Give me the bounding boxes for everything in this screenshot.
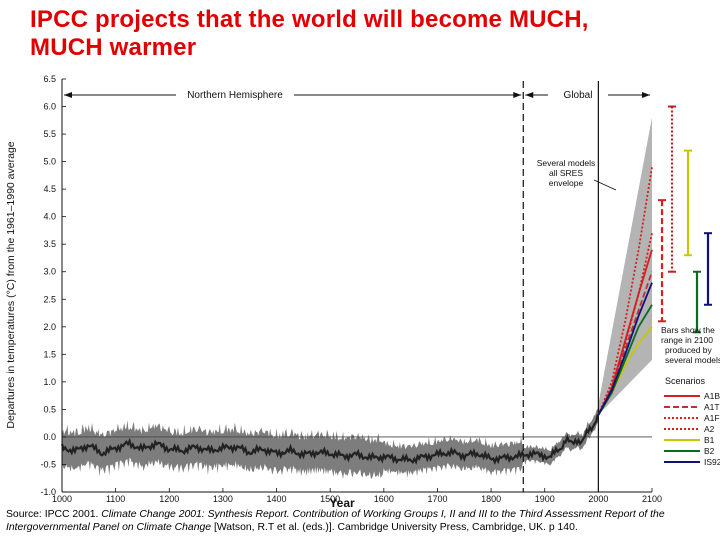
y-tick-label: -1.0 — [40, 487, 56, 497]
y-tick-label: 4.0 — [43, 212, 56, 222]
series-line-a1fi — [597, 166, 653, 416]
legend-label: A1B — [704, 391, 720, 401]
x-tick-label: 1500 — [320, 494, 340, 504]
y-tick-label: 6.0 — [43, 102, 56, 112]
region-arrowhead — [513, 92, 522, 98]
legend-label: A1T — [704, 402, 720, 412]
temperature-chart: -1.0 -0.5 0.0 0.5 1.0 1.5 2.0 2.5 3.0 3.5 4.0 4.5 5.… — [5, 74, 720, 510]
bars-note-line: Bars show the — [661, 325, 715, 335]
x-tick-label: 1900 — [535, 494, 555, 504]
legend-label: A2 — [704, 424, 715, 434]
bars-note-line: produced by — [665, 345, 713, 355]
x-tick-label: 2000 — [588, 494, 608, 504]
region-arrowhead — [642, 92, 650, 98]
envelope-label: Several models all SRES envelope — [537, 158, 596, 188]
y-tick-label: 0.5 — [43, 404, 56, 414]
region-arrowhead — [525, 92, 534, 98]
x-tick-label: 1000 — [52, 494, 72, 504]
y-tick-label: 0.0 — [43, 432, 56, 442]
y-tick-label: 1.0 — [43, 377, 56, 387]
model-envelope — [598, 117, 652, 415]
y-tick-label: 6.5 — [43, 74, 56, 84]
y-tick-label: -0.5 — [40, 459, 56, 469]
title-line-2: MUCH warmer — [30, 34, 197, 61]
envelope-label-line: all SRES — [549, 168, 583, 178]
legend-label: B1 — [704, 435, 715, 445]
x-tick-label: 1400 — [267, 494, 287, 504]
envelope-label-line: Several models — [537, 158, 596, 168]
y-tick-label: 5.5 — [43, 129, 56, 139]
envelope-label-line: envelope — [549, 178, 584, 188]
y-tick-label: 2.5 — [43, 294, 56, 304]
y-tick-label: 4.5 — [43, 184, 56, 194]
bars-note-line: several models — [665, 355, 720, 365]
y-tick-label: 3.0 — [43, 267, 56, 277]
x-tick-label: 1300 — [213, 494, 233, 504]
x-axis-label: Year — [329, 496, 355, 510]
legend-label: B2 — [704, 446, 715, 456]
legend-label: IS92a — [704, 457, 720, 467]
y-tick-label: 2.0 — [43, 322, 56, 332]
x-tick-label: 1700 — [427, 494, 447, 504]
envelope-pointer — [593, 179, 617, 191]
y-axis-label: Departures in temperatures (°C) from the… — [5, 141, 17, 428]
x-tick-label: 1100 — [106, 494, 125, 504]
series-line-is92a — [597, 282, 653, 416]
x-tick-label: 1200 — [159, 494, 179, 504]
bars-note-line: range in 2100 — [661, 335, 713, 345]
source-title: Climate Change 2001: Synthesis Report. C… — [6, 509, 665, 533]
y-tick-label: 5.0 — [43, 157, 56, 167]
region-label-global: Global — [564, 90, 593, 101]
source-suffix: [Watson, R.T et al. (eds.)]. Cambridge U… — [211, 522, 578, 533]
region-label-northern: Northern Hemisphere — [187, 90, 283, 101]
historical-line — [60, 413, 599, 466]
source-citation: Source: IPCC 2001. Climate Change 2001: … — [6, 508, 712, 534]
source-prefix: Source: IPCC 2001. — [6, 509, 102, 520]
legend-title: Scenarios — [665, 376, 706, 386]
bars-note: Bars show the range in 2100 produced by sev… — [661, 325, 720, 365]
y-tick-label: 3.5 — [43, 239, 56, 249]
x-tick-label: 2100 — [642, 494, 662, 504]
region-arrowhead — [64, 92, 72, 98]
slide-title: IPCC projects that the world will become… — [30, 6, 710, 62]
y-tick-label: 1.5 — [43, 349, 56, 359]
x-tick-label: 1800 — [481, 494, 501, 504]
legend-label: A1FI — [704, 413, 720, 423]
x-tick-label: 1600 — [374, 494, 394, 504]
title-line-1: IPCC projects that the world will become… — [30, 6, 589, 33]
